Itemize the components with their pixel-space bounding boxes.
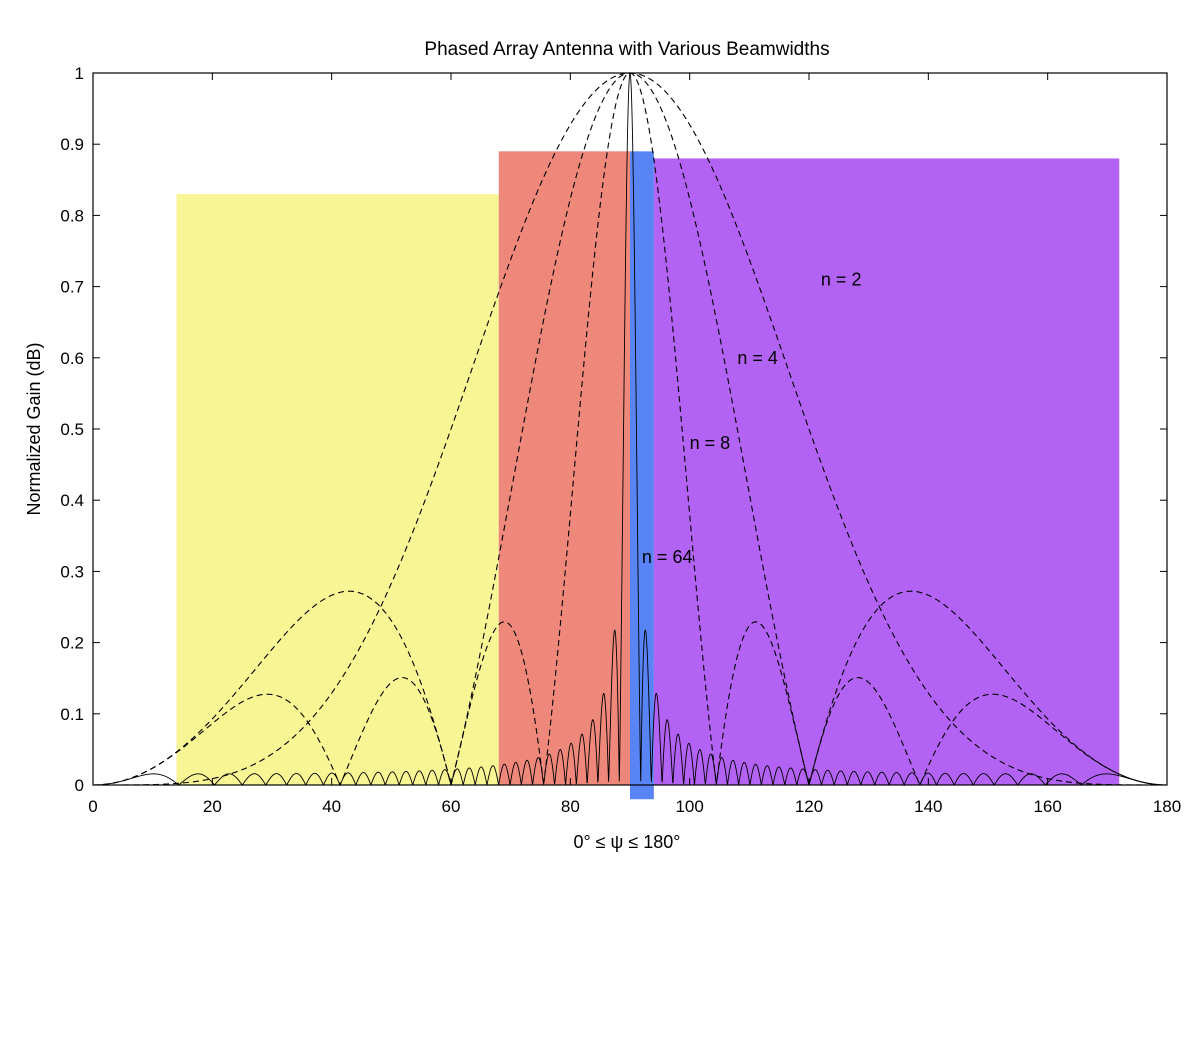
x-tick-label: 100 — [675, 797, 703, 816]
x-tick-label: 160 — [1033, 797, 1061, 816]
y-tick-label: 1 — [75, 64, 84, 83]
y-axis-label: Normalized Gain (dB) — [24, 342, 44, 515]
y-tick-label: 0.1 — [60, 705, 84, 724]
y-tick-label: 0.7 — [60, 278, 84, 297]
series-label-n4: n = 4 — [737, 348, 778, 368]
x-axis: 0 20 40 60 80 100 120 140 160 180 — [88, 73, 1181, 816]
series-label-n2: n = 2 — [821, 269, 862, 289]
highlight-layer — [176, 151, 1120, 800]
highlight-region-4 — [653, 158, 1120, 785]
y-tick-label: 0.5 — [60, 420, 84, 439]
x-tick-label: 180 — [1153, 797, 1181, 816]
x-tick-label: 60 — [442, 797, 461, 816]
y-tick-label: 0.9 — [60, 135, 84, 154]
highlight-region-2 — [498, 151, 630, 785]
y-tick-label: 0.4 — [60, 491, 84, 510]
x-tick-label: 0 — [88, 797, 97, 816]
highlight-region-1 — [176, 194, 499, 786]
x-axis-label: 0° ≤ ψ ≤ 180° — [573, 832, 680, 852]
x-tick-label: 120 — [795, 797, 823, 816]
y-tick-label: 0.6 — [60, 349, 84, 368]
y-axis: 0 0.1 0.2 0.3 0.4 0.5 0.6 0.7 0.8 0.9 1 — [60, 64, 1167, 795]
series-label-n8: n = 8 — [690, 433, 731, 453]
y-tick-label: 0 — [75, 776, 84, 795]
x-tick-label: 80 — [561, 797, 580, 816]
y-tick-label: 0.8 — [60, 206, 84, 225]
y-tick-label: 0.3 — [60, 562, 84, 581]
chart-title: Phased Array Antenna with Various Beamwi… — [424, 39, 829, 60]
x-tick-label: 40 — [322, 797, 341, 816]
x-tick-label: 20 — [203, 797, 222, 816]
series-label-n64: n = 64 — [642, 547, 693, 567]
curve-labels: n = 2 n = 4 n = 8 n = 64 — [642, 269, 862, 567]
y-tick-label: 0.2 — [60, 634, 84, 653]
x-tick-label: 140 — [914, 797, 942, 816]
highlight-region-3 — [630, 151, 654, 800]
